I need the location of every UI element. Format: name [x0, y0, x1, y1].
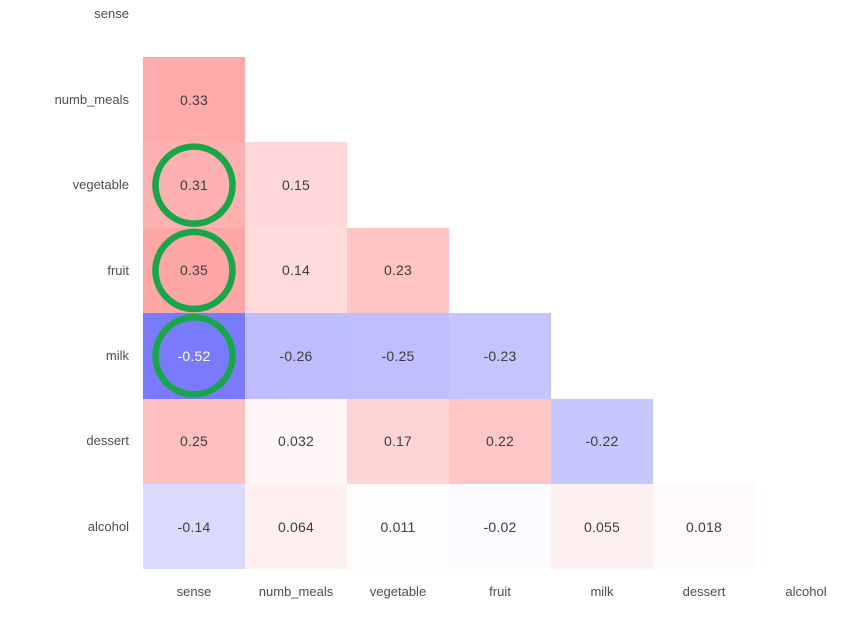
cell-value-label: 0.15	[281, 177, 311, 194]
y-tick-label-vegetable: vegetable	[72, 177, 129, 193]
heatmap-cell-milk-sense: -0.52	[143, 313, 245, 399]
y-tick-label-milk: milk	[105, 347, 129, 363]
cell-value-label: -0.26	[279, 347, 313, 364]
heatmap-cell-alcohol-vegetable: 0.011	[347, 484, 449, 570]
cell-value-label: 0.064	[277, 518, 315, 535]
heatmap-cell-milk-fruit: -0.23	[449, 313, 551, 399]
heatmap-cell-alcohol-sense: -0.14	[143, 484, 245, 570]
heatmap-cell-dessert-vegetable: 0.17	[347, 398, 449, 484]
heatmap-cell-alcohol-fruit: -0.02	[449, 484, 551, 570]
heatmap-cell-milk-vegetable: -0.25	[347, 313, 449, 399]
cell-value-label: 0.23	[383, 262, 413, 279]
heatmap-cell-fruit-vegetable: 0.23	[347, 227, 449, 314]
cell-value-label: -0.52	[177, 347, 211, 364]
cell-value-label: -0.02	[483, 518, 517, 535]
x-tick-label-vegetable: vegetable	[369, 584, 427, 599]
heatmap-cell-dessert-fruit: 0.22	[449, 398, 551, 484]
cell-value-label: 0.032	[277, 433, 315, 450]
cell-value-label: -0.23	[483, 347, 517, 364]
cell-value-label: 0.33	[179, 91, 209, 108]
y-tick-label-sense: sense	[94, 6, 129, 22]
cell-value-label: 0.25	[179, 433, 209, 450]
cell-value-label: 0.14	[281, 262, 311, 279]
heatmap-cell-dessert-numb_meals: 0.032	[245, 398, 347, 484]
heatmap-cell-milk-numb_meals: -0.26	[245, 313, 347, 399]
x-tick-label-milk: milk	[590, 584, 614, 599]
x-tick-label-numb_meals: numb_meals	[258, 584, 334, 599]
x-tick-label-dessert: dessert	[682, 584, 726, 599]
cell-value-label: 0.018	[685, 518, 723, 535]
heatmap-cell-numb_meals-sense: 0.33	[143, 57, 245, 143]
cell-value-label: 0.22	[485, 433, 515, 450]
heatmap-cell-alcohol-numb_meals: 0.064	[245, 484, 347, 570]
heatmap-cell-alcohol-dessert: 0.018	[653, 484, 755, 570]
x-tick-label-sense: sense	[176, 584, 212, 599]
x-tick-label-fruit: fruit	[489, 584, 511, 599]
heatmap-cell-dessert-milk: -0.22	[551, 398, 653, 484]
y-tick-label-fruit: fruit	[107, 262, 129, 278]
heatmap-cell-vegetable-sense: 0.31	[143, 142, 245, 228]
cell-value-label: -0.25	[381, 347, 415, 364]
x-tick-label-alcohol: alcohol	[785, 584, 827, 599]
cell-value-label: -0.22	[585, 433, 619, 450]
cell-value-label: 0.35	[179, 262, 209, 279]
heatmap-cell-dessert-sense: 0.25	[143, 398, 245, 484]
heatmap-cell-alcohol-milk: 0.055	[551, 484, 653, 570]
cell-value-label: 0.31	[179, 177, 209, 194]
cell-value-label: 0.055	[583, 518, 621, 535]
cell-value-label: -0.14	[177, 518, 211, 535]
y-tick-label-numb_meals: numb_meals	[54, 91, 129, 107]
heatmap-cell-fruit-sense: 0.35	[143, 227, 245, 314]
cell-value-label: 0.17	[383, 433, 413, 450]
y-tick-label-dessert: dessert	[86, 433, 129, 449]
heatmap-cell-vegetable-numb_meals: 0.15	[245, 142, 347, 228]
cell-value-label: 0.011	[380, 518, 416, 535]
y-tick-label-alcohol: alcohol	[87, 518, 129, 534]
heatmap-cell-fruit-numb_meals: 0.14	[245, 227, 347, 314]
